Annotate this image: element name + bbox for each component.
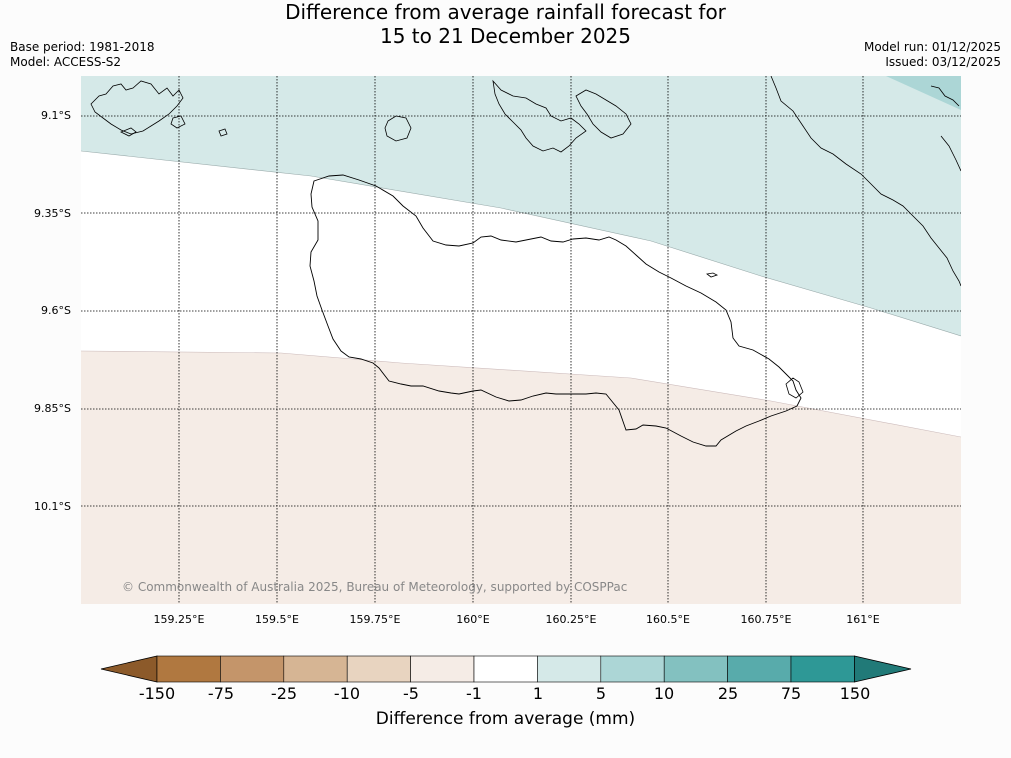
issued-date: Issued: 03/12/2025 bbox=[885, 55, 1001, 69]
florida-islands bbox=[492, 79, 587, 153]
colorbar-segment bbox=[283, 655, 348, 683]
colorbar-tick-label: 5 bbox=[595, 684, 607, 703]
colorbar-segment bbox=[600, 655, 665, 683]
colorbar-tick-label: -150 bbox=[138, 684, 176, 703]
colorbar-title: Difference from average (mm) bbox=[375, 709, 636, 729]
title-line-2: 15 to 21 December 2025 bbox=[379, 24, 631, 48]
chart-title: Difference from average rainfall forecas… bbox=[0, 0, 1011, 48]
lon-label-2: 159.5°E bbox=[255, 613, 299, 626]
lat-label-4: 9.85°S bbox=[34, 402, 71, 415]
lon-label-1: 159.25°E bbox=[153, 613, 205, 626]
colorbar-segment bbox=[220, 655, 285, 683]
colorbar-tick-label: -75 bbox=[207, 684, 235, 703]
meta-left: Base period: 1981-2018 Model: ACCESS-S2 bbox=[10, 40, 155, 70]
lat-label-3: 9.6°S bbox=[41, 304, 71, 317]
lon-label-4: 160°E bbox=[456, 613, 490, 626]
map-panel bbox=[81, 76, 961, 604]
lat-label-2: 9.35°S bbox=[34, 207, 71, 220]
coastline-northeast bbox=[770, 76, 961, 287]
colorbar-tick-label: 75 bbox=[780, 684, 802, 703]
base-period: Base period: 1981-2018 bbox=[10, 40, 155, 54]
coastline-northwest bbox=[90, 80, 184, 135]
colorbar-tick-label: -5 bbox=[403, 684, 419, 703]
lon-label-7: 160.75°E bbox=[740, 613, 792, 626]
lon-label-3: 159.75°E bbox=[349, 613, 401, 626]
colorbar-tick-label: -1 bbox=[466, 684, 482, 703]
colorbar-segment bbox=[663, 655, 728, 683]
colorbar-segment bbox=[156, 655, 221, 683]
colorbar bbox=[100, 655, 912, 683]
lat-label-1: 9.1°S bbox=[41, 109, 71, 122]
lat-label-5: 10.1°S bbox=[34, 500, 71, 513]
colorbar-segment bbox=[790, 655, 855, 683]
colorbar-segment bbox=[727, 655, 792, 683]
guadalcanal-outline bbox=[309, 174, 802, 447]
colorbar-tick-label: 1 bbox=[532, 684, 544, 703]
colorbar-segment bbox=[346, 655, 411, 683]
map-svg bbox=[81, 76, 961, 604]
colorbar-segment bbox=[410, 655, 475, 683]
model-name: Model: ACCESS-S2 bbox=[10, 55, 122, 69]
colorbar-tick-label: 10 bbox=[653, 684, 675, 703]
zone-northeast-corner bbox=[886, 76, 961, 110]
zone-north-band bbox=[81, 76, 961, 336]
colorbar-svg bbox=[100, 655, 912, 683]
title-line-1: Difference from average rainfall forecas… bbox=[285, 0, 726, 24]
lon-label-8: 161°E bbox=[846, 613, 880, 626]
colorbar-extend-high bbox=[854, 655, 912, 683]
colorbar-segment bbox=[537, 655, 602, 683]
copyright-note: © Commonwealth of Australia 2025, Bureau… bbox=[122, 580, 628, 594]
colorbar-tick-label: -10 bbox=[333, 684, 361, 703]
colorbar-tick-label: 150 bbox=[839, 684, 871, 703]
colorbar-tick-label: 25 bbox=[717, 684, 739, 703]
meta-right: Model run: 01/12/2025 Issued: 03/12/2025 bbox=[864, 40, 1001, 70]
colorbar-tick-label: -25 bbox=[270, 684, 298, 703]
lon-label-5: 160.25°E bbox=[545, 613, 597, 626]
colorbar-extend-low bbox=[100, 655, 158, 683]
lon-label-6: 160.5°E bbox=[646, 613, 690, 626]
colorbar-segment bbox=[473, 655, 538, 683]
savo-island bbox=[384, 115, 412, 142]
model-run: Model run: 01/12/2025 bbox=[863, 40, 1001, 54]
zone-south-band bbox=[81, 351, 961, 604]
gridlines bbox=[81, 76, 961, 604]
